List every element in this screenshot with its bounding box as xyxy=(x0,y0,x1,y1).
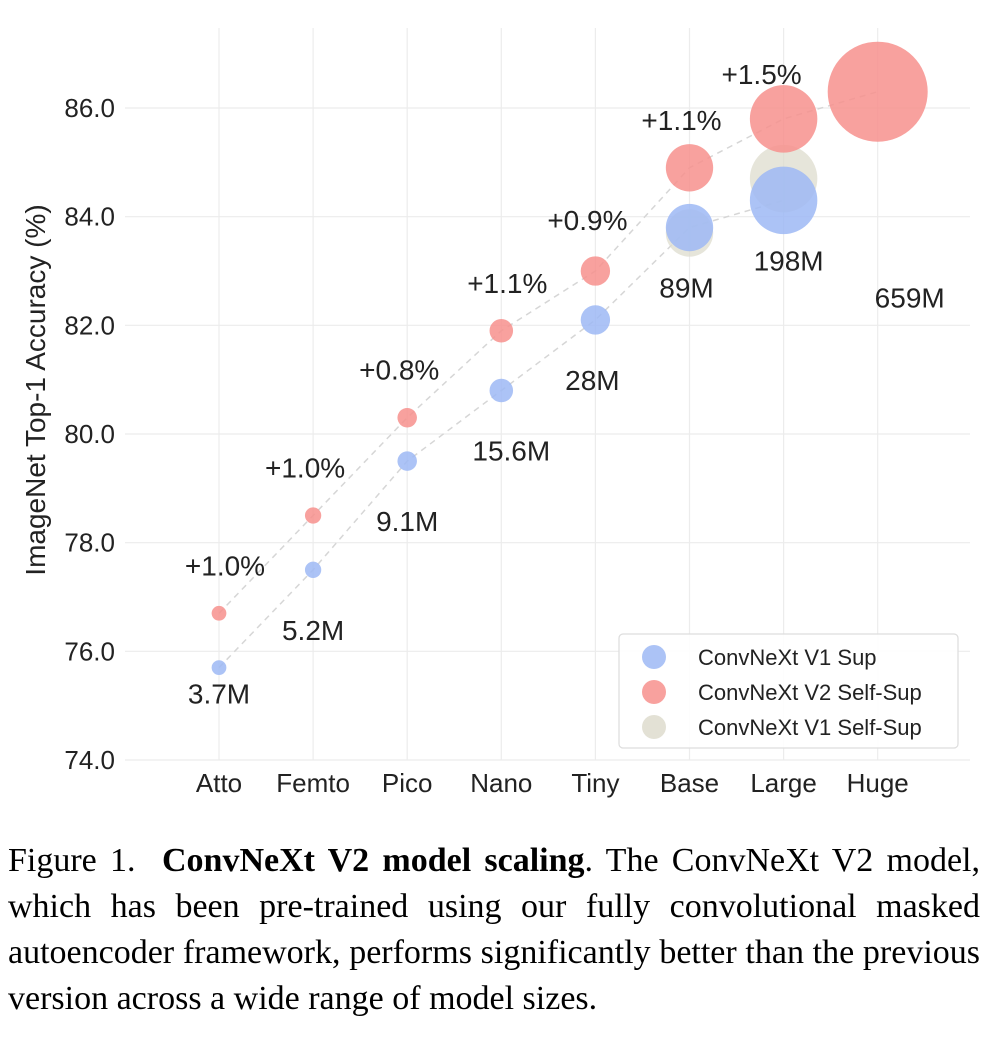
point-convnext-v2-self-sup-atto xyxy=(211,605,227,621)
model-size-label: 28M xyxy=(565,365,619,396)
accuracy-gain-label: +1.1% xyxy=(641,105,721,136)
legend-label: ConvNeXt V1 Self-Sup xyxy=(698,715,922,740)
point-convnext-v1-sup-atto xyxy=(211,660,227,676)
y-axis-title: ImageNet Top-1 Accuracy (%) xyxy=(20,204,51,575)
model-size-label: 198M xyxy=(754,245,824,276)
point-convnext-v1-sup-large xyxy=(749,166,818,235)
point-convnext-v2-self-sup-pico xyxy=(397,407,417,428)
accuracy-gain-label: +1.1% xyxy=(467,268,547,299)
point-convnext-v2-self-sup-huge xyxy=(827,41,928,142)
legend-marker xyxy=(642,645,666,669)
point-convnext-v1-sup-femto xyxy=(304,561,322,578)
legend-marker xyxy=(642,715,666,739)
point-convnext-v2-self-sup-large xyxy=(749,85,818,153)
caption-prefix: Figure 1. xyxy=(8,842,136,879)
accuracy-gain-label: +1.5% xyxy=(722,59,802,90)
legend-label: ConvNeXt V1 Sup xyxy=(698,645,877,670)
model-size-label: 89M xyxy=(659,273,713,304)
data-points xyxy=(211,41,928,676)
point-convnext-v2-self-sup-base xyxy=(665,144,714,192)
y-tick-label: 82.0 xyxy=(64,310,115,340)
accuracy-gain-label: +1.0% xyxy=(265,453,345,484)
x-tick-label: Tiny xyxy=(571,768,619,798)
point-convnext-v1-sup-tiny xyxy=(580,305,611,335)
y-tick-label: 80.0 xyxy=(64,419,115,449)
model-size-label: 5.2M xyxy=(282,615,344,646)
model-size-label: 3.7M xyxy=(188,679,250,710)
point-convnext-v2-self-sup-tiny xyxy=(580,256,611,286)
model-size-label: 659M xyxy=(875,282,945,313)
y-tick-label: 76.0 xyxy=(64,636,115,666)
point-convnext-v1-sup-nano xyxy=(489,378,514,403)
legend: ConvNeXt V1 Sup ConvNeXt V2 Self-Sup ConvN… xyxy=(618,633,959,749)
caption-body: . The ConvNeXt V2 model, which has been … xyxy=(8,842,980,1017)
point-convnext-v2-self-sup-femto xyxy=(304,507,322,524)
point-convnext-v1-sup-pico xyxy=(397,451,417,471)
model-size-label: 9.1M xyxy=(376,506,438,537)
y-tick-label: 78.0 xyxy=(64,528,115,558)
point-convnext-v1-sup-base xyxy=(665,203,714,252)
accuracy-gain-label: +0.9% xyxy=(547,205,627,236)
caption-title: ConvNeXt V2 model scaling xyxy=(162,842,585,879)
x-tick-label: Base xyxy=(660,768,719,798)
figure-caption: Figure 1. ConvNeXt V2 model scaling. The… xyxy=(8,838,980,1022)
x-axis-ticks: Atto Femto Pico Nano Tiny Base Large Huge xyxy=(196,768,909,798)
accuracy-gain-label: +0.8% xyxy=(359,355,439,386)
x-tick-label: Pico xyxy=(382,768,433,798)
y-tick-label: 86.0 xyxy=(64,93,115,123)
x-tick-label: Large xyxy=(750,768,817,798)
x-tick-label: Atto xyxy=(196,768,242,798)
accuracy-gain-label: +1.0% xyxy=(185,550,265,581)
y-axis-ticks: 74.0 76.0 78.0 80.0 82.0 84.0 86.0 xyxy=(64,93,115,775)
annotations: 3.7M 5.2M 9.1M 15.6M 28M 89M 198M 659M +1.0% +1.0… xyxy=(185,59,945,710)
scaling-chart: 74.0 76.0 78.0 80.0 82.0 84.0 86.0 Atto Femto Pi… xyxy=(20,28,970,798)
legend-marker xyxy=(642,680,666,704)
point-convnext-v2-self-sup-nano xyxy=(489,318,514,343)
model-size-label: 15.6M xyxy=(472,436,550,467)
y-tick-label: 84.0 xyxy=(64,202,115,232)
y-tick-label: 74.0 xyxy=(64,745,115,775)
legend-label: ConvNeXt V2 Self-Sup xyxy=(698,680,922,705)
x-tick-label: Femto xyxy=(276,768,350,798)
x-tick-label: Nano xyxy=(470,768,532,798)
x-tick-label: Huge xyxy=(847,768,909,798)
legend-box xyxy=(618,633,959,749)
